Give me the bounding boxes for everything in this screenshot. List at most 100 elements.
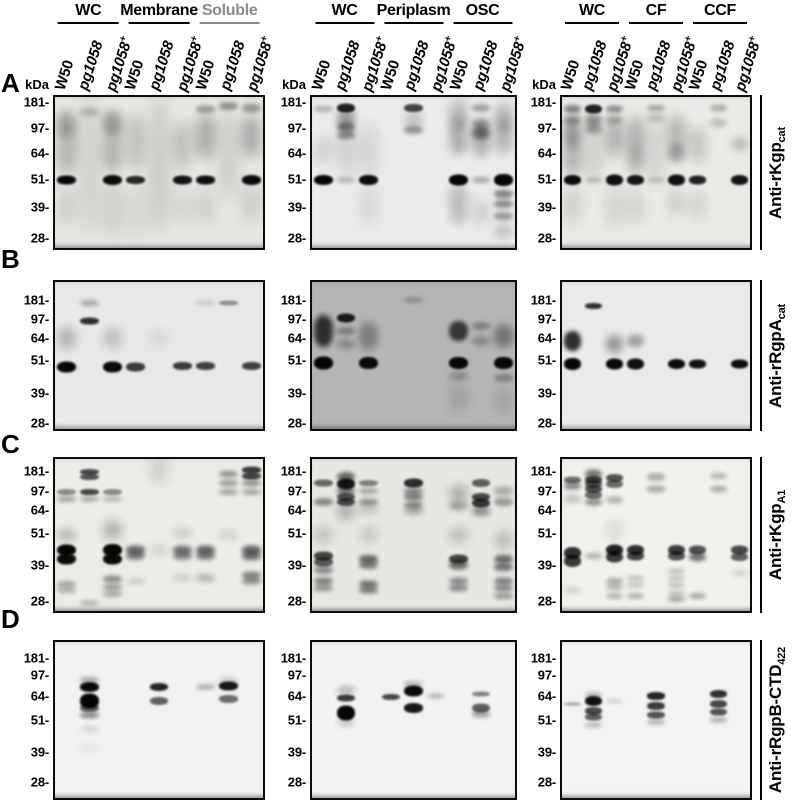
- mw-marker: 51-: [287, 352, 306, 368]
- protein-band: [563, 175, 581, 186]
- protein-band: [605, 551, 623, 563]
- protein-band: [359, 526, 378, 544]
- protein-band: [471, 126, 491, 140]
- protein-band: [471, 177, 491, 184]
- protein-band: [80, 745, 100, 751]
- protein-band: [126, 552, 146, 561]
- protein-band: [103, 553, 123, 565]
- mw-marker: 39-: [30, 199, 49, 215]
- protein-band: [710, 118, 728, 127]
- protein-band: [471, 478, 491, 487]
- protein-band: [57, 128, 77, 175]
- protein-band: [449, 502, 468, 511]
- mw-marker: 181-: [280, 94, 306, 110]
- panel-label-b: B: [1, 244, 20, 274]
- protein-band: [647, 701, 665, 710]
- protein-band: [647, 711, 665, 719]
- protein-band: [314, 106, 333, 113]
- protein-band: [730, 545, 749, 555]
- protein-band: [584, 491, 602, 500]
- protein-band: [647, 691, 665, 700]
- blot-C-1: [53, 457, 265, 613]
- protein-band: [359, 183, 378, 228]
- protein-band: [626, 334, 644, 348]
- mw-marker: 97-: [30, 667, 49, 683]
- mw-marker: 64-: [30, 688, 49, 704]
- protein-band: [605, 358, 623, 370]
- protein-band: [359, 498, 378, 506]
- protein-band: [494, 497, 513, 506]
- protein-band: [471, 322, 491, 331]
- protein-band: [494, 555, 513, 564]
- mw-marker: 64-: [287, 502, 306, 518]
- fraction-label-wc: WC: [578, 2, 606, 19]
- panel-label-a: A: [1, 68, 20, 98]
- mw-marker: 97-: [30, 483, 49, 499]
- protein-band: [359, 356, 378, 369]
- protein-band: [218, 678, 238, 684]
- protein-band: [449, 527, 468, 543]
- protein-band: [336, 686, 356, 695]
- protein-band: [668, 551, 686, 561]
- protein-band: [626, 575, 644, 581]
- protein-band: [241, 361, 261, 370]
- protein-band: [336, 501, 356, 520]
- fraction-label-ccf: CCF: [704, 2, 736, 19]
- protein-band: [126, 183, 146, 240]
- protein-band: [605, 174, 623, 186]
- protein-band: [471, 691, 491, 697]
- protein-band: [689, 192, 707, 219]
- protein-band: [494, 577, 513, 585]
- protein-band: [605, 474, 623, 482]
- mw-marker: 97-: [30, 120, 49, 136]
- protein-band: [689, 359, 707, 369]
- protein-band: [218, 471, 238, 478]
- protein-band: [494, 356, 513, 369]
- protein-band: [195, 113, 215, 160]
- mw-marker: 181-: [280, 292, 306, 308]
- protein-band: [494, 102, 513, 131]
- mw-marker: 181-: [23, 292, 49, 308]
- protein-band: [471, 130, 491, 157]
- blot-D-3: [560, 640, 752, 800]
- protein-band: [449, 207, 468, 226]
- protein-band: [710, 104, 728, 112]
- protein-band: [241, 577, 261, 585]
- blot-C-3: [560, 457, 752, 613]
- mw-marker: 181-: [23, 94, 49, 110]
- protein-band: [471, 498, 491, 508]
- protein-band: [336, 126, 356, 177]
- fraction-label-periplasm: Periplasm: [376, 2, 451, 19]
- mw-marker: 39-: [537, 744, 556, 760]
- protein-band: [172, 175, 192, 185]
- protein-band: [584, 475, 602, 484]
- protein-band: [336, 177, 356, 184]
- protein-band: [336, 493, 356, 501]
- protein-band: [103, 591, 123, 598]
- antibody-bracket-line: [760, 457, 762, 613]
- protein-band: [218, 681, 238, 691]
- protein-band: [57, 586, 77, 593]
- protein-band: [730, 137, 749, 151]
- protein-band: [336, 109, 356, 128]
- protein-band: [404, 685, 423, 697]
- protein-band: [584, 722, 602, 728]
- protein-band: [103, 496, 123, 502]
- protein-band: [668, 575, 686, 581]
- protein-band: [103, 327, 123, 348]
- antibody-bracket-line: [760, 280, 762, 431]
- protein-band: [336, 130, 356, 139]
- fraction-underline: [384, 22, 443, 24]
- protein-band: [563, 119, 581, 148]
- protein-band: [359, 554, 378, 563]
- panel-label-c: C: [1, 429, 20, 459]
- fraction-underline: [453, 22, 512, 24]
- protein-band: [103, 180, 123, 237]
- protein-band: [647, 473, 665, 481]
- protein-band: [195, 684, 215, 690]
- protein-band: [195, 300, 215, 306]
- blot-A-1: [53, 95, 265, 250]
- protein-band: [103, 489, 123, 496]
- protein-band: [449, 185, 468, 212]
- protein-band: [494, 118, 513, 155]
